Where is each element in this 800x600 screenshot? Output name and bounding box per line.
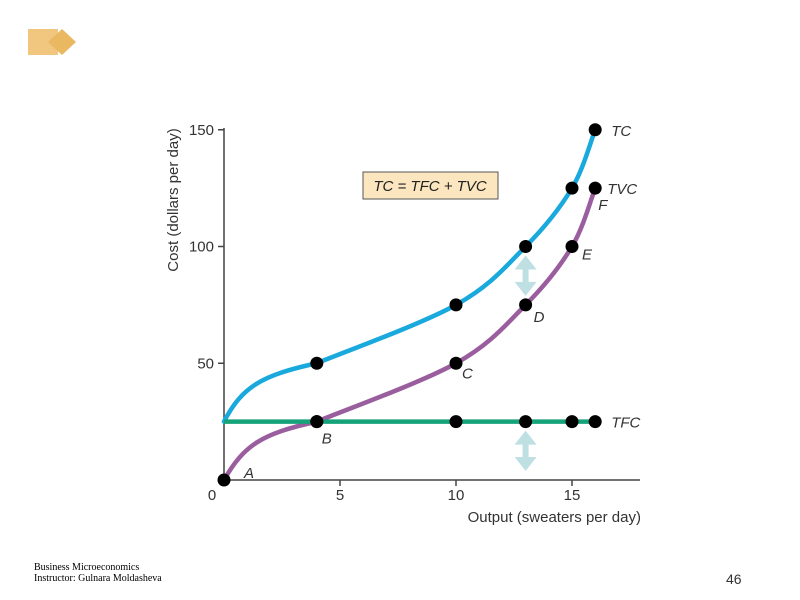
point-label-a: A	[243, 465, 254, 482]
x-tick-label: 0	[208, 487, 216, 504]
tvc-label: TVC	[607, 181, 637, 198]
tc-point	[588, 123, 602, 137]
tc-point	[519, 240, 533, 253]
y-axis-title: Cost (dollars per day)	[165, 128, 182, 271]
slide-decoration-icon	[28, 29, 76, 55]
tvc-point	[519, 298, 533, 312]
tfc-point	[588, 415, 602, 429]
point-label-d: D	[534, 309, 545, 326]
tfc-label: TFC	[611, 415, 640, 432]
y-tick-label: 150	[189, 122, 214, 139]
page-number: 46	[726, 571, 742, 587]
tfc-point	[310, 415, 324, 429]
point-label-b: B	[322, 431, 332, 448]
point-label-f: F	[598, 197, 608, 214]
arrow-head-down	[514, 457, 537, 471]
tc-point	[449, 298, 463, 312]
tvc-point	[449, 356, 463, 370]
x-axis-title: Output (sweaters per day)	[468, 509, 641, 526]
x-tick-label: 10	[448, 487, 465, 504]
equation-box: TC = TFC + TVC	[362, 171, 499, 200]
tvc-point	[217, 473, 231, 487]
footer: Business Microeconomics Instructor: Guln…	[34, 562, 162, 584]
tc-point	[310, 356, 324, 370]
tc-label: TC	[611, 123, 631, 140]
tvc-point	[588, 181, 602, 195]
y-tick-label: 50	[197, 355, 214, 372]
tc-point	[565, 181, 579, 195]
tvc-point	[565, 240, 579, 253]
arrow-head-up	[514, 255, 537, 270]
x-tick-label: 15	[564, 487, 581, 504]
point-label-c: C	[462, 365, 473, 382]
y-tick-label: 100	[189, 239, 214, 256]
double-arrow-1	[514, 255, 537, 296]
footer-instructor: Instructor: Gulnara Moldasheva	[34, 573, 162, 584]
point-label-e: E	[582, 247, 593, 264]
double-arrow-2	[514, 430, 537, 471]
equation-text: TC = TFC + TVC	[373, 178, 487, 195]
x-tick-label: 5	[336, 487, 344, 504]
tfc-point	[449, 415, 463, 429]
tfc-point	[519, 415, 533, 429]
arrow-head-down	[514, 281, 537, 296]
footer-course: Business Microeconomics	[34, 562, 140, 573]
arrow-head-up	[514, 430, 537, 445]
tfc-point	[565, 415, 579, 429]
